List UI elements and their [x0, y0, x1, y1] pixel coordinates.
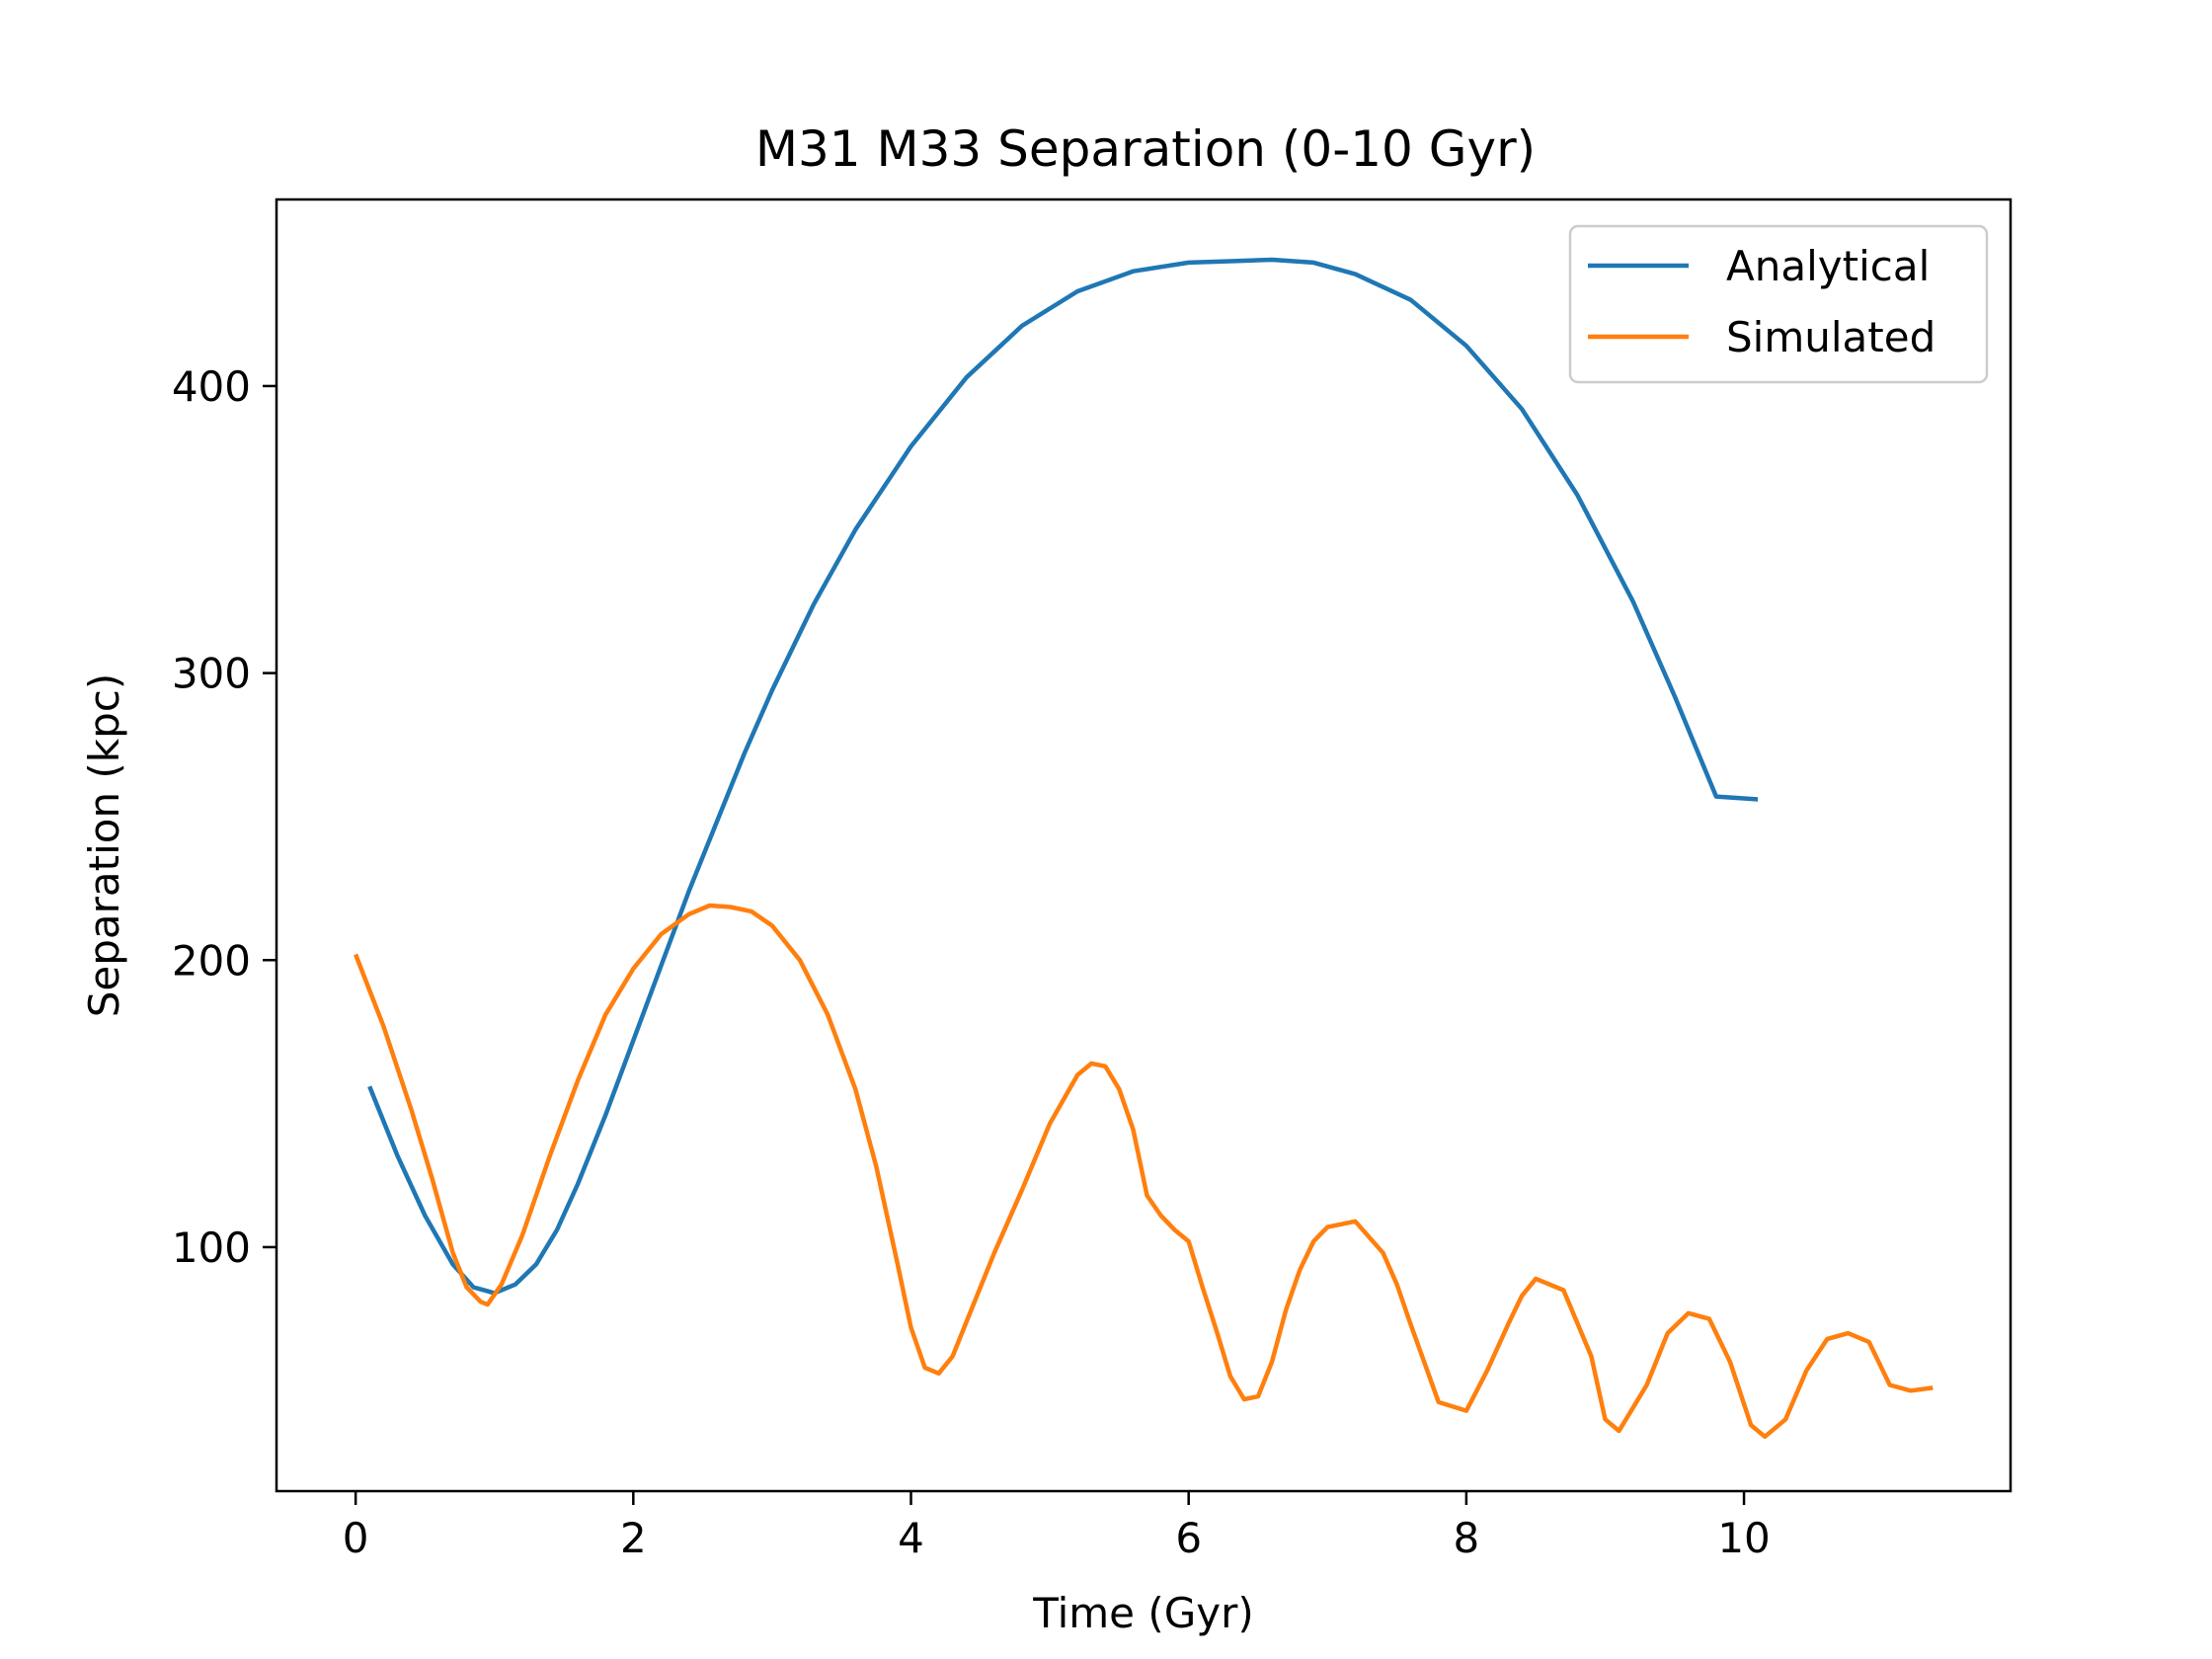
legend: Analytical Simulated [1568, 224, 1989, 384]
x-tick-label: 0 [343, 1514, 369, 1562]
y-tick-label: 100 [172, 1224, 251, 1272]
x-tick-label: 10 [1717, 1514, 1770, 1562]
x-tick-label: 8 [1454, 1514, 1480, 1562]
series-layer [354, 257, 1934, 1440]
series-line-simulated [354, 903, 1934, 1440]
legend-label-simulated: Simulated [1726, 313, 1936, 361]
x-axis-label: Time (Gyr) [1032, 1589, 1254, 1637]
x-tick-label: 6 [1175, 1514, 1202, 1562]
plot-frame [275, 198, 2013, 1493]
series-line-analytical [367, 257, 1759, 1296]
y-tick-label: 300 [172, 650, 251, 698]
chart-title: M31 M33 Separation (0-10 Gyr) [755, 120, 1536, 178]
legend-label-analytical: Analytical [1726, 242, 1930, 290]
y-axis-label: Separation (kpc) [80, 673, 128, 1018]
x-axis: 0 2 4 6 8 10 [343, 1491, 1771, 1562]
x-tick-label: 4 [898, 1514, 924, 1562]
y-tick-label: 400 [172, 362, 251, 411]
x-tick-label: 2 [620, 1514, 647, 1562]
y-tick-label: 200 [172, 936, 251, 985]
y-axis: 100 200 300 400 [172, 362, 276, 1272]
